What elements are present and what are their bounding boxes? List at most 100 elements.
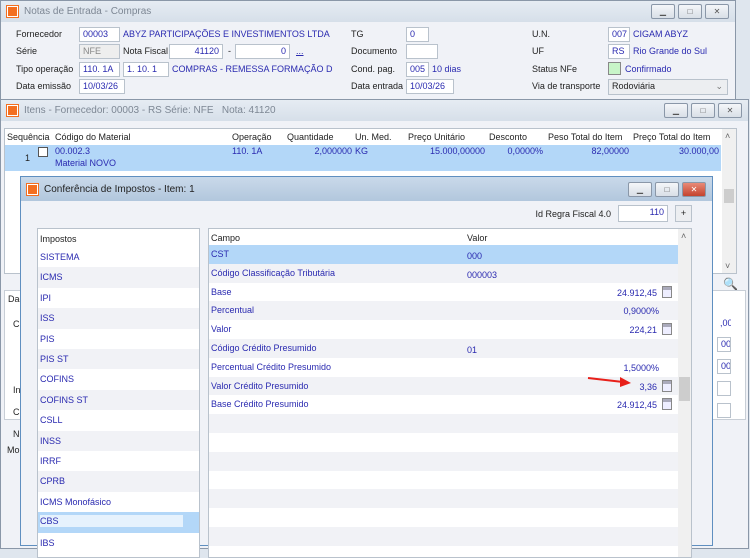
scroll-thumb[interactable] (724, 189, 734, 203)
tipo2-input[interactable]: 1. 10. 1 (123, 62, 169, 77)
imposto-item[interactable]: COFINS ST (38, 389, 199, 411)
col-preco-total[interactable]: Preço Total do Item (633, 132, 711, 142)
campo-row[interactable]: CST 000 (209, 245, 678, 264)
campo-row[interactable]: Percentual Crédito Presumido 1,5000% (209, 357, 678, 377)
imposto-item[interactable]: ISS (38, 308, 199, 329)
nota-input[interactable]: 41120 (169, 44, 223, 59)
campos-scrollbar[interactable]: ˄ (678, 229, 691, 557)
campo-row[interactable] (209, 433, 678, 452)
tipo-input[interactable]: 110. 1A (79, 62, 120, 77)
via-select[interactable]: Rodoviária ⌄ (608, 79, 728, 95)
calculator-icon[interactable] (662, 285, 672, 298)
serie-input[interactable]: NFE (79, 44, 120, 59)
scroll-thumb[interactable] (679, 377, 690, 401)
nota-suffix-input[interactable]: 0 (235, 44, 290, 59)
col-desconto[interactable]: Desconto (489, 132, 528, 142)
window-title: Notas de Entrada - Compras (24, 6, 152, 17)
regra-input[interactable]: 110 (618, 205, 668, 222)
campo-row[interactable]: Base 24.912,45 (209, 282, 678, 302)
items-scrollbar[interactable]: ˄ ˅ (722, 129, 736, 273)
campo-row[interactable] (209, 470, 678, 490)
col-quantidade[interactable]: Quantidade (287, 132, 334, 142)
campo-row[interactable]: Percentual 0,9000% (209, 301, 678, 321)
col-operacao[interactable]: Operação (232, 132, 272, 142)
nota-label: Nota Fiscal (123, 46, 169, 56)
campo-row[interactable] (209, 508, 678, 527)
close-button[interactable]: ✕ (705, 4, 729, 19)
campo-value: 24.912,45 (616, 287, 657, 298)
imposto-item[interactable]: CSLL (38, 410, 199, 431)
imposto-item[interactable]: ICMS (38, 267, 199, 288)
close-button[interactable]: ✕ (718, 103, 742, 118)
scroll-down-icon[interactable]: ˅ (725, 261, 731, 271)
emissao-input[interactable]: 10/03/26 (79, 79, 125, 94)
tg-input[interactable]: 0 (406, 27, 429, 42)
emissao-label: Data emissão (16, 81, 72, 91)
campo-row[interactable] (209, 489, 678, 509)
calculator-icon[interactable] (662, 323, 672, 336)
documento-input[interactable] (406, 44, 438, 59)
campo-row[interactable] (209, 451, 678, 471)
imposto-label: CBS (40, 515, 183, 528)
imposto-item[interactable]: INSS (38, 430, 199, 451)
imposto-item[interactable]: CBS (38, 512, 199, 533)
tg-label: TG (351, 29, 364, 39)
fornecedor-input[interactable]: 00003 (79, 27, 120, 42)
calculator-icon[interactable] (662, 398, 672, 411)
entrada-input[interactable]: 10/03/26 (406, 79, 454, 94)
regra-label: Id Regra Fiscal 4.0 (535, 209, 611, 219)
scroll-up-icon[interactable]: ˄ (725, 131, 731, 141)
campo-row[interactable]: Código Crédito Presumido 01 (209, 339, 678, 358)
scroll-up-icon[interactable]: ˄ (681, 231, 687, 241)
campo-row[interactable] (209, 527, 678, 546)
chevron-down-icon: ⌄ (715, 81, 723, 91)
imposto-item[interactable]: IBS (38, 532, 199, 553)
minimize-button[interactable]: ▁ (628, 182, 652, 197)
add-button[interactable]: + (675, 205, 692, 222)
campo-label: Código Crédito Presumido (211, 343, 317, 353)
maximize-button[interactable]: □ (678, 4, 702, 19)
campo-row[interactable]: Base Crédito Presumido 24.912,45 (209, 395, 678, 415)
cond-label: Cond. pag. (351, 64, 396, 74)
side-input[interactable] (717, 403, 731, 418)
imposto-item[interactable]: CPRB (38, 471, 199, 492)
minimize-button[interactable]: ▁ (664, 103, 688, 118)
campo-row[interactable]: Código Classificação Tributária 000003 (209, 263, 678, 283)
imposto-item[interactable]: COFINS (38, 369, 199, 390)
row-checkbox[interactable] (38, 147, 48, 157)
col-peso[interactable]: Peso Total do Item (548, 132, 623, 142)
imposto-item[interactable]: IPI (38, 287, 199, 309)
side-label: Ins (13, 385, 26, 395)
imposto-item[interactable]: IRRF (38, 451, 199, 472)
campo-row[interactable]: Valor Crédito Presumido 3,36 (209, 376, 678, 396)
item-row[interactable]: 1 00.002.3 Material NOVO 110. 1A 2,00000… (5, 145, 721, 171)
cond-input[interactable]: 005 (406, 62, 429, 77)
col-preco-unitario[interactable]: Preço Unitário (408, 132, 466, 142)
imposto-label: CSLL (40, 415, 63, 426)
side-value[interactable]: ,00 (717, 317, 731, 332)
col-unmed[interactable]: Un. Med. (355, 132, 392, 142)
search-icon[interactable]: 🔍 (723, 277, 738, 291)
side-value[interactable]: 00 (717, 359, 731, 374)
campo-row[interactable]: Valor 224,21 (209, 320, 678, 339)
un-input[interactable]: 007 (608, 27, 630, 42)
campo-label: Percentual (211, 305, 255, 316)
campo-row[interactable] (209, 414, 678, 433)
side-value[interactable]: 00 (717, 337, 731, 352)
calculator-icon[interactable] (662, 379, 672, 392)
imposto-item[interactable]: PIS (38, 328, 199, 349)
maximize-button[interactable]: □ (655, 182, 679, 197)
uf-input[interactable]: RS (608, 44, 630, 59)
maximize-button[interactable]: □ (691, 103, 715, 118)
side-label: Nú (13, 429, 25, 439)
ellipsis-button[interactable]: ... (296, 46, 304, 56)
col-sequencia[interactable]: Sequência (7, 132, 50, 142)
campo-value: 01 (467, 345, 478, 355)
imposto-item[interactable]: ICMS Monofásico (38, 491, 199, 513)
col-codigo[interactable]: Código do Material (55, 132, 131, 142)
close-button[interactable]: ✕ (682, 182, 706, 197)
imposto-item[interactable]: SISTEMA (38, 247, 199, 268)
imposto-item[interactable]: PIS ST (38, 349, 199, 370)
minimize-button[interactable]: ▁ (651, 4, 675, 19)
side-input[interactable] (717, 381, 731, 396)
